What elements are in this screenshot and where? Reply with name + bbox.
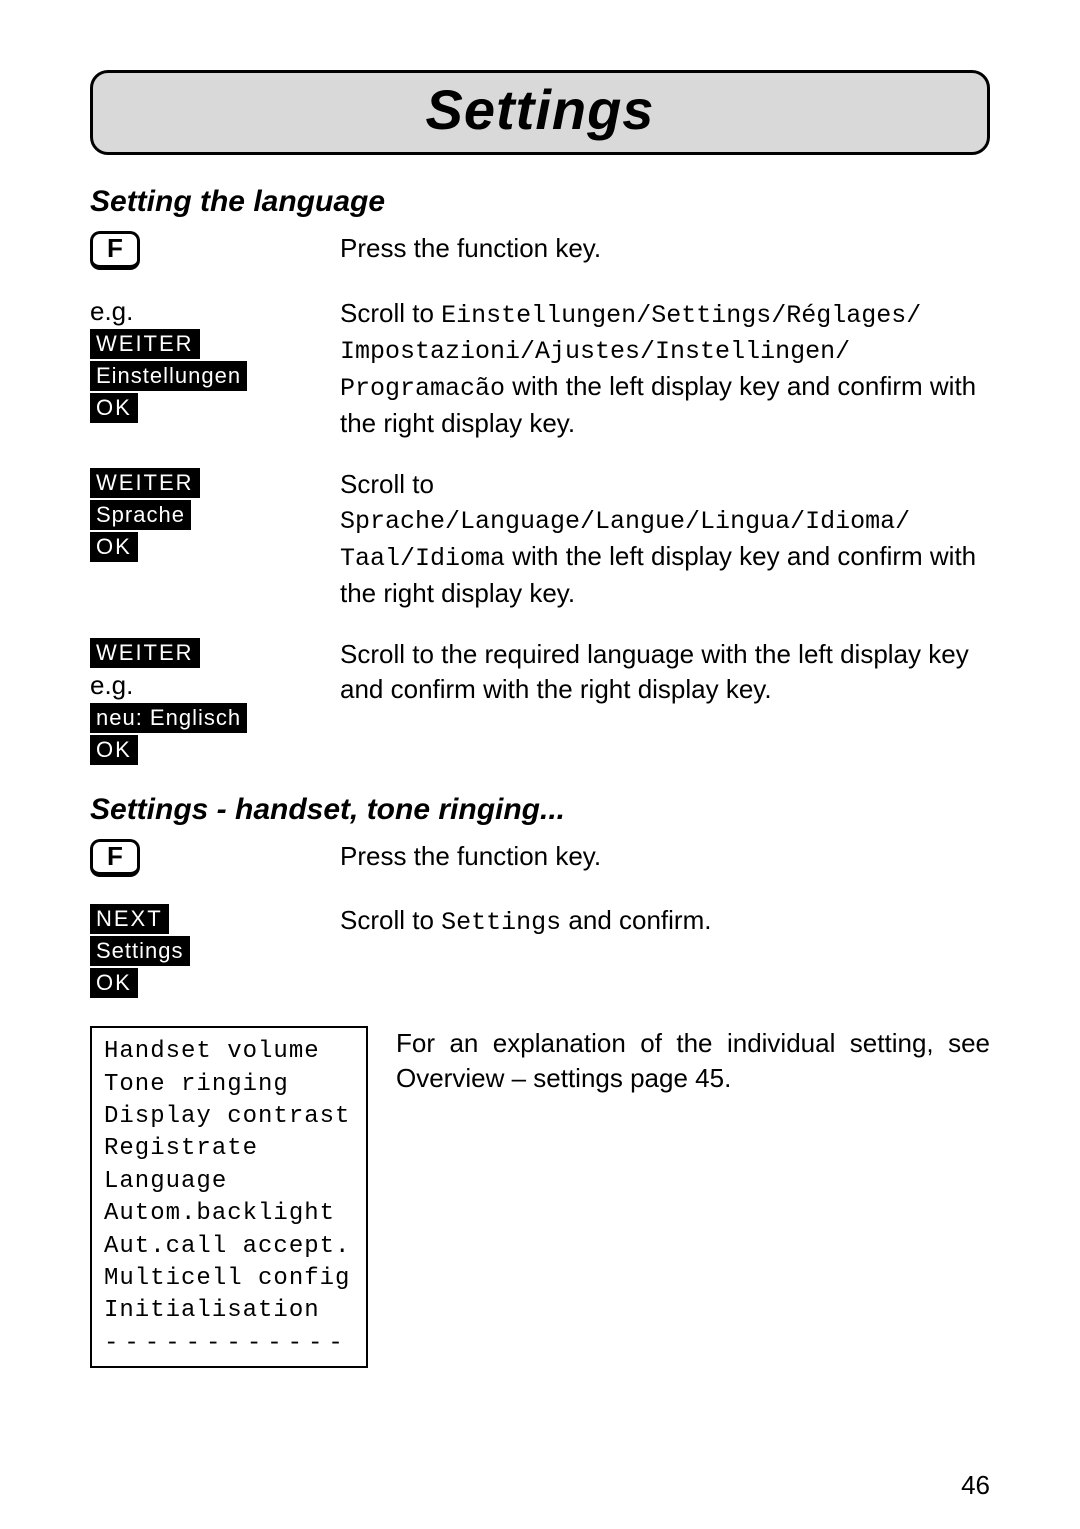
menu-item: Aut.call accept. (104, 1231, 354, 1263)
s1-step2-left: e.g. WEITER Einstellungen OK (90, 296, 340, 425)
s2-step1-text: Press the function key. (340, 839, 990, 874)
eg-label: e.g. (90, 670, 133, 701)
text-part: Scroll to (340, 905, 441, 935)
function-key[interactable]: F (90, 839, 140, 878)
menu-item: Tone ringing (104, 1069, 354, 1101)
text-part: and confirm. (561, 905, 711, 935)
s2-menu-row: Handset volume Tone ringing Display cont… (90, 1026, 990, 1368)
page-number: 46 (961, 1470, 990, 1501)
lcd-text: Impostazioni/Ajustes/Instellingen/ (340, 337, 850, 366)
neu-englisch-button[interactable]: neu: Englisch (90, 703, 247, 733)
menu-item: Registrate (104, 1133, 354, 1165)
settings-menu-box: Handset volume Tone ringing Display cont… (90, 1026, 368, 1368)
s1-step3: WEITER Sprache OK Scroll to Sprache/Lang… (90, 467, 990, 611)
ok-button[interactable]: OK (90, 393, 138, 423)
function-key[interactable]: F (90, 231, 140, 270)
weiter-button[interactable]: WEITER (90, 468, 200, 498)
ok-button[interactable]: OK (90, 968, 138, 998)
s1-step2-text: Scroll to Einstellungen/Settings/Réglage… (340, 296, 990, 441)
s1-step1-text: Press the function key. (340, 231, 990, 266)
page: Settings Setting the language F Press th… (0, 0, 1080, 1529)
lcd-text: Einstellungen/Settings/Réglages/ (441, 301, 921, 330)
s2-step1: F Press the function key. (90, 839, 990, 878)
section1-heading: Setting the language (90, 185, 990, 219)
einstellungen-button[interactable]: Einstellungen (90, 361, 247, 391)
eg-label: e.g. (90, 296, 133, 327)
ok-button[interactable]: OK (90, 735, 138, 765)
menu-item: Autom.backlight (104, 1198, 354, 1230)
weiter-button[interactable]: WEITER (90, 638, 200, 668)
s1-step4-left: WEITER e.g. neu: Englisch OK (90, 637, 340, 767)
section2-heading: Settings - handset, tone ringing... (90, 793, 990, 827)
s2-explain-text: For an explanation of the individual set… (396, 1026, 990, 1096)
lcd-text: Taal/Idioma (340, 544, 505, 573)
lcd-text: Settings (441, 908, 561, 937)
s1-step4: WEITER e.g. neu: Englisch OK Scroll to t… (90, 637, 990, 767)
s1-step2: e.g. WEITER Einstellungen OK Scroll to E… (90, 296, 990, 441)
next-button[interactable]: NEXT (90, 904, 169, 934)
lcd-text: Programacão (340, 374, 505, 403)
s1-step4-text: Scroll to the required language with the… (340, 637, 990, 707)
page-title-box: Settings (90, 70, 990, 155)
lcd-text: Sprache/Language/Langue/Lingua/Idioma/ (340, 507, 910, 536)
ok-button[interactable]: OK (90, 532, 138, 562)
s1-step3-left: WEITER Sprache OK (90, 467, 340, 564)
weiter-button[interactable]: WEITER (90, 329, 200, 359)
text-part: Scroll to (340, 298, 441, 328)
menu-item: Language (104, 1166, 354, 1198)
menu-item: Multicell config (104, 1263, 354, 1295)
text-part: Scroll to (340, 469, 434, 499)
s2-step2-left: NEXT Settings OK (90, 903, 340, 1000)
s1-step1: F Press the function key. (90, 231, 990, 270)
menu-item: Initialisation (104, 1295, 354, 1327)
sprache-button[interactable]: Sprache (90, 500, 191, 530)
settings-button[interactable]: Settings (90, 936, 190, 966)
s1-step3-text: Scroll to Sprache/Language/Langue/Lingua… (340, 467, 990, 611)
s2-step2: NEXT Settings OK Scroll to Settings and … (90, 903, 990, 1000)
menu-item: Display contrast (104, 1101, 354, 1133)
s2-step2-text: Scroll to Settings and confirm. (340, 903, 990, 940)
page-title: Settings (426, 78, 655, 141)
menu-dashes: ------------ (104, 1328, 354, 1360)
menu-item: Handset volume (104, 1036, 354, 1068)
s1-step1-left: F (90, 231, 340, 270)
s2-step1-left: F (90, 839, 340, 878)
